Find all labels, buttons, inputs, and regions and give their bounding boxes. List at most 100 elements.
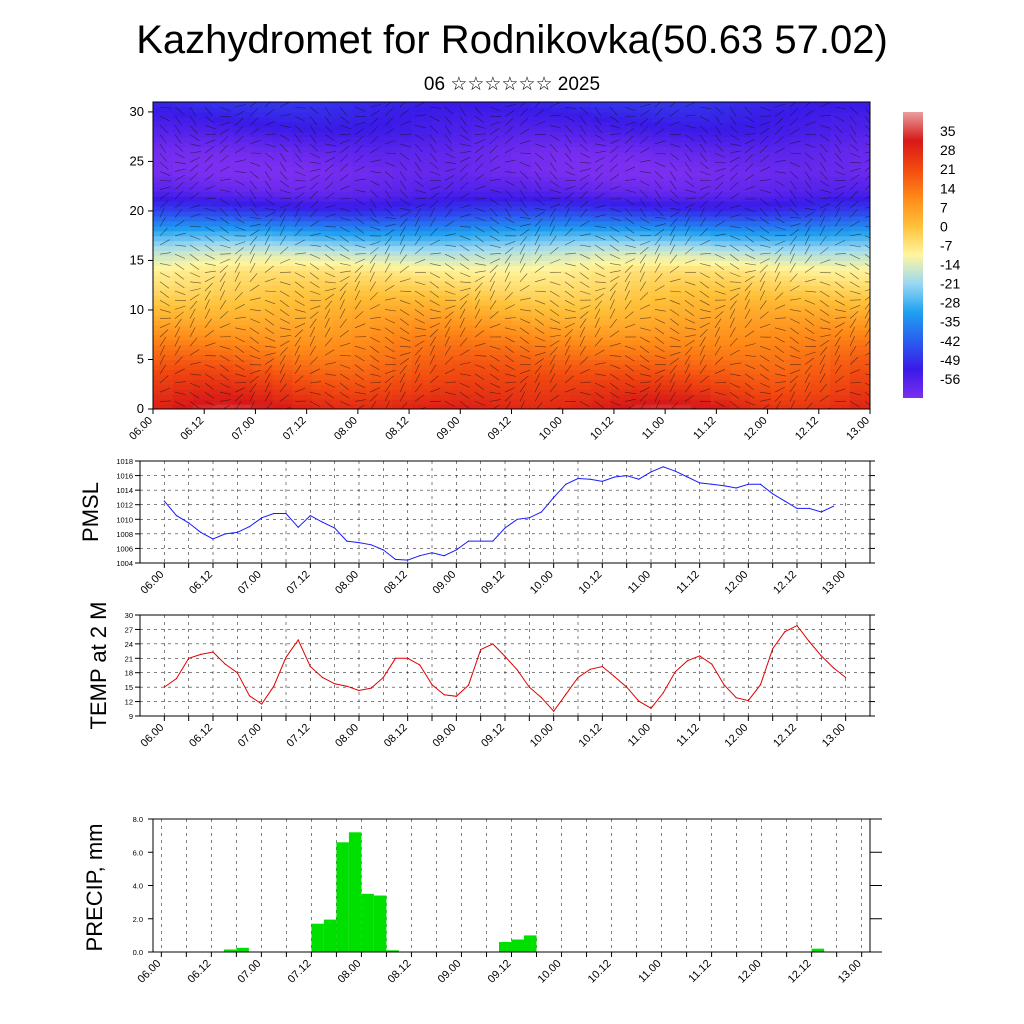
wind-barb	[324, 172, 333, 181]
heatmap-cell	[611, 136, 632, 143]
heatmap-cell	[850, 111, 870, 118]
wind-barb	[864, 125, 870, 131]
heatmap-cell	[451, 344, 473, 351]
heatmap-cell	[770, 186, 791, 192]
heatmap-x-tick-label: 07.00	[230, 415, 258, 443]
heatmap-cell	[292, 255, 313, 262]
wind-barb	[264, 102, 271, 108]
wind-barb	[669, 278, 681, 283]
wind-barb	[834, 227, 844, 237]
heatmap-cell	[451, 121, 473, 128]
heatmap-cell	[730, 300, 752, 306]
heatmap-cell	[810, 354, 831, 361]
wind-barb	[639, 136, 649, 145]
heatmap-cell	[212, 181, 234, 187]
heatmap-cell	[292, 275, 313, 281]
heatmap-cell	[571, 290, 592, 296]
heatmap-cell	[153, 111, 174, 118]
wind-barb	[699, 317, 711, 319]
heatmap-cell	[252, 121, 274, 128]
heatmap-cell	[332, 349, 353, 356]
heatmap-cell	[790, 215, 811, 222]
wind-barb	[414, 216, 420, 227]
heatmap-cell	[810, 136, 831, 143]
heatmap-cell	[411, 265, 433, 271]
wind-barb	[339, 263, 351, 266]
heatmap-cell	[153, 225, 174, 232]
wind-barb	[309, 168, 321, 172]
wind-barb	[534, 198, 545, 205]
heatmap-cell	[631, 240, 652, 247]
wind-barb	[744, 282, 753, 292]
wind-barb	[204, 330, 214, 338]
x-tick-label: 10.12	[577, 569, 605, 597]
heatmap-cell	[232, 215, 254, 222]
wind-barb	[594, 401, 604, 409]
heatmap-cell	[650, 225, 672, 232]
data-point	[321, 521, 324, 523]
heatmap-cell	[571, 225, 592, 232]
heatmap-cell	[312, 374, 333, 380]
heatmap-cell	[272, 339, 294, 346]
heatmap-cell	[611, 309, 632, 316]
heatmap-cell	[770, 364, 791, 370]
heatmap-cell	[631, 260, 652, 266]
wind-barb	[609, 382, 619, 390]
heatmap-cell	[770, 305, 791, 311]
wind-barb	[489, 155, 499, 163]
wind-barb	[609, 275, 620, 283]
wind-barb	[489, 128, 500, 135]
heatmap-cell	[392, 240, 413, 247]
data-point	[796, 507, 798, 509]
wind-barb	[204, 364, 216, 369]
heatmap-cell	[372, 191, 393, 197]
heatmap-cell	[810, 176, 831, 182]
heatmap-cell	[252, 265, 274, 271]
heatmap-cell	[611, 166, 632, 172]
heatmap-cell	[710, 309, 732, 316]
heatmap-cell	[571, 250, 592, 257]
wind-barb	[264, 373, 271, 384]
heatmap-cell	[372, 300, 393, 306]
heatmap-cell	[750, 300, 772, 306]
wind-barb	[219, 272, 227, 282]
heatmap-cell	[611, 116, 632, 123]
heatmap-cell	[730, 384, 752, 390]
wind-barb	[309, 336, 315, 347]
heatmap-cell	[571, 399, 592, 405]
heatmap-cell	[352, 171, 373, 177]
heatmap-cell	[392, 339, 413, 346]
heatmap-cell	[611, 319, 632, 326]
wind-barb	[159, 387, 171, 393]
heatmap-cell	[611, 156, 632, 163]
wind-barb	[204, 163, 214, 172]
heatmap-cell	[153, 290, 174, 296]
wind-barb	[669, 290, 682, 293]
wind-barb	[504, 241, 516, 246]
wind-barb	[279, 271, 292, 273]
wind-barb	[669, 309, 680, 316]
heatmap-cell	[392, 389, 413, 395]
wind-barb	[609, 106, 618, 116]
wind-barb	[819, 354, 826, 365]
heatmap-cell	[232, 136, 254, 143]
wind-barb	[399, 198, 410, 205]
heatmap-cell	[511, 280, 533, 286]
heatmap-cell	[531, 314, 552, 321]
wind-barb	[384, 253, 390, 264]
heatmap-cell	[790, 374, 811, 380]
wind-barb	[309, 152, 320, 159]
wind-barb	[159, 200, 169, 209]
heatmap-cell	[690, 121, 712, 128]
heatmap-cell	[770, 220, 791, 227]
heatmap-cell	[491, 374, 513, 380]
wind-barb	[444, 125, 452, 135]
wind-barb	[339, 173, 349, 181]
heatmap-cell	[551, 404, 572, 409]
heatmap-cell	[650, 369, 672, 375]
wind-barb	[639, 317, 652, 319]
heatmap-cell	[650, 215, 672, 222]
heatmap-cell	[312, 102, 333, 108]
heatmap-cell	[531, 151, 552, 158]
wind-barb	[354, 144, 363, 154]
